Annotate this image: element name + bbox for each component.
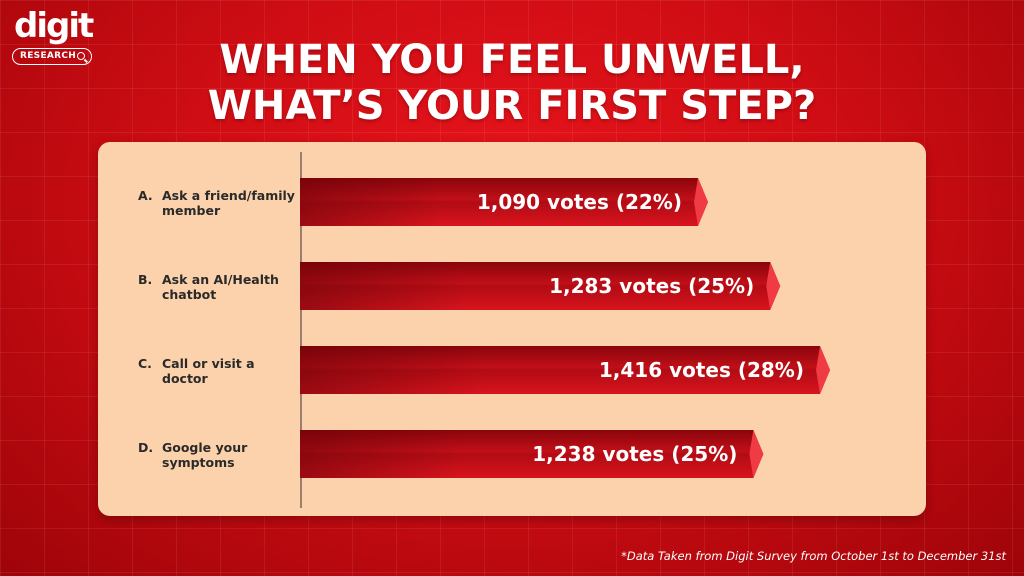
logo-research-pill: RESEARCH [12, 48, 92, 65]
logo-wordmark: digit [14, 6, 94, 46]
category-text-2: Call or visit a doctor [162, 356, 255, 386]
data-label-2: 1,416 votes (28%) [598, 358, 804, 382]
data-label-3: 1,238 votes (25%) [532, 442, 738, 466]
data-label-0: 1,090 votes (22%) [476, 190, 682, 214]
chart-title-line-2: WHAT’S YOUR FIRST STEP? [207, 83, 817, 129]
search-icon [77, 52, 85, 60]
category-letter-2: C. [138, 356, 152, 371]
category-text-3: Google your symptoms [162, 440, 248, 470]
category-letter-0: A. [138, 188, 153, 203]
category-letter-3: D. [138, 440, 154, 455]
chart-title-line-1: WHEN YOU FEEL UNWELL, [219, 37, 805, 83]
data-label-1: 1,283 votes (25%) [549, 274, 755, 298]
chart-axis-line [300, 152, 302, 508]
category-text-0: Ask a friend/family member [162, 188, 295, 218]
category-letter-1: B. [138, 272, 153, 287]
logo-research-text: RESEARCH [20, 51, 77, 61]
category-text-1: Ask an AI/Health chatbot [162, 272, 279, 302]
digit-research-logo: digit RESEARCH [12, 6, 96, 66]
footnote: *Data Taken from Digit Survey from Octob… [621, 549, 1006, 563]
